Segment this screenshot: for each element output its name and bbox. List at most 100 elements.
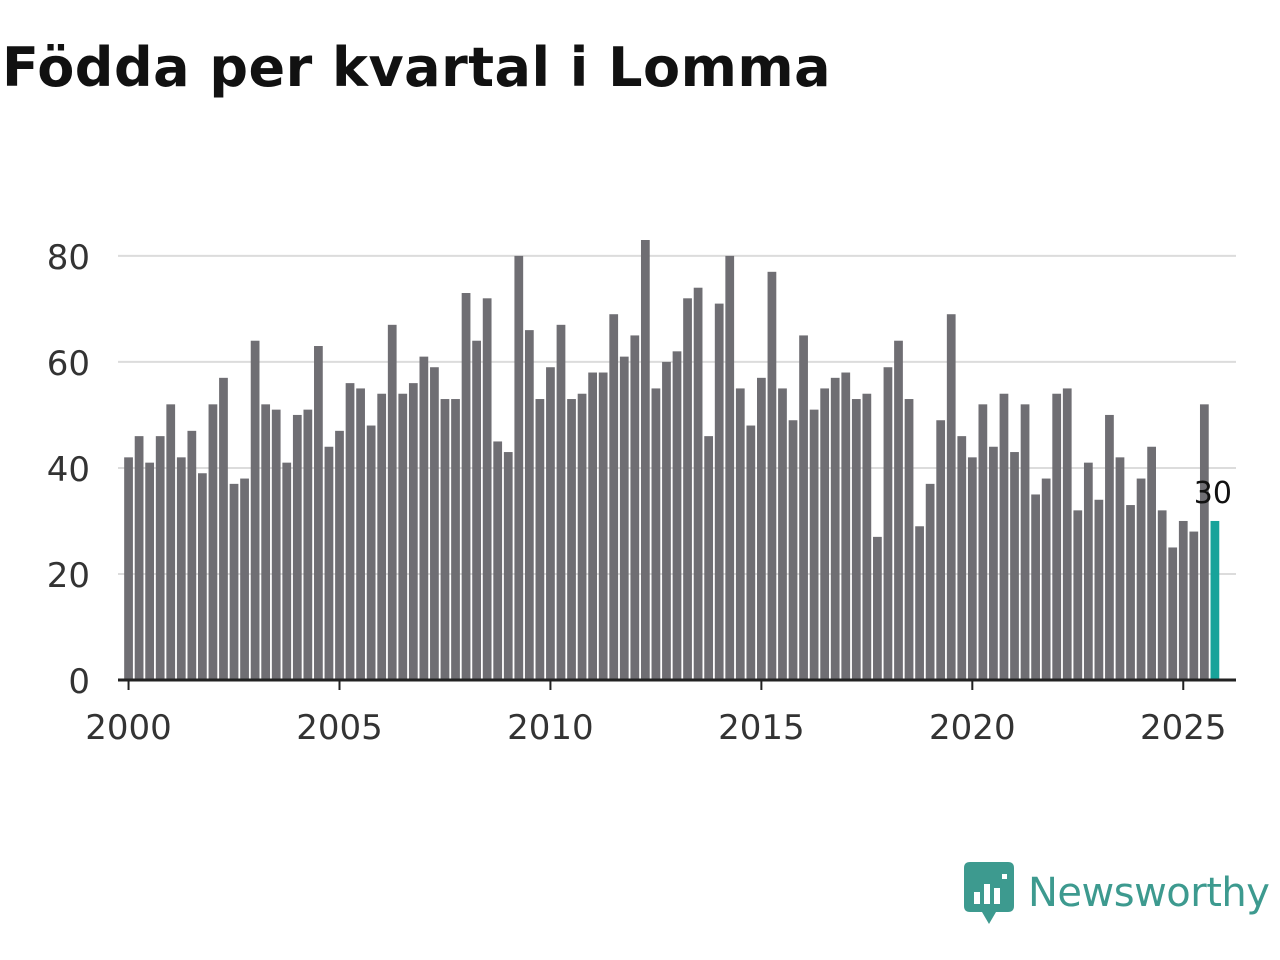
- bar-2014-q3: [735, 388, 745, 680]
- bar-2001-q1: [166, 404, 176, 680]
- bar-2018-q1: [883, 367, 893, 680]
- bar-2022-q4: [1083, 462, 1093, 680]
- bar-2011-q2: [598, 372, 608, 680]
- bar-2019-q1: [925, 483, 935, 680]
- newsworthy-logo[interactable]: Newsworthy: [964, 862, 1270, 924]
- x-tick-label-2010: 2010: [507, 708, 594, 748]
- bar-2019-q2: [936, 420, 946, 680]
- y-tick-label-20: 20: [47, 556, 90, 596]
- bar-2002-q3: [229, 483, 239, 680]
- bar-2014-q1: [714, 303, 724, 680]
- x-tick-label-2020: 2020: [929, 708, 1016, 748]
- bar-2008-q3: [482, 298, 492, 680]
- bar-2025-q1: [1178, 520, 1188, 680]
- y-tick-label-80: 80: [47, 238, 90, 278]
- bar-2007-q4: [451, 399, 460, 680]
- bar-2025-q2: [1189, 531, 1199, 680]
- x-tick-label-2015: 2015: [718, 708, 805, 748]
- bar-2019-q3: [946, 314, 956, 680]
- bar-2001-q4: [198, 473, 207, 680]
- bar-2018-q4: [915, 526, 924, 680]
- bar-2019-q4: [957, 436, 967, 680]
- bar-2006-q3: [398, 393, 408, 680]
- bar-2003-q3: [271, 409, 281, 680]
- bar-2001-q3: [187, 430, 197, 680]
- y-tick-label-40: 40: [47, 450, 90, 490]
- bar-2023-q4: [1126, 505, 1135, 680]
- bar-2003-q4: [282, 462, 292, 680]
- bar-2021-q3: [1031, 494, 1040, 680]
- bar-2006-q1: [377, 393, 387, 680]
- bar-2024-q1: [1136, 478, 1146, 680]
- bar-2015-q3: [778, 388, 787, 680]
- bar-2020-q1: [967, 457, 977, 680]
- bar-2016-q1: [799, 335, 808, 680]
- bar-2013-q4: [704, 436, 714, 680]
- newsworthy-logo-icon: [964, 862, 1014, 924]
- bar-2001-q2: [176, 457, 186, 680]
- chart-title: Födda per kvartal i Lomma: [2, 36, 832, 99]
- bar-2000-q4: [155, 436, 165, 680]
- bar-2011-q4: [619, 356, 629, 680]
- bar-2008-q1: [461, 293, 471, 680]
- bar-2018-q2: [894, 340, 903, 680]
- bars-group: [124, 240, 1220, 680]
- bar-2004-q2: [303, 409, 313, 680]
- bar-2006-q4: [408, 383, 418, 680]
- bar-2015-q2: [767, 271, 777, 680]
- bar-2021-q4: [1041, 478, 1051, 680]
- bar-2022-q1: [1052, 393, 1062, 680]
- bar-2016-q4: [830, 377, 840, 680]
- bar-2011-q3: [609, 314, 619, 680]
- bar-2010-q3: [567, 399, 576, 680]
- bar-2020-q2: [978, 404, 988, 680]
- bar-2012-q3: [651, 388, 661, 680]
- bar-2007-q2: [430, 367, 439, 680]
- bar-2009-q2: [514, 255, 524, 680]
- bar-2023-q2: [1105, 414, 1114, 680]
- bar-2009-q3: [524, 330, 534, 680]
- bar-2002-q1: [208, 404, 218, 680]
- bar-2015-q1: [757, 377, 766, 680]
- bar-2000-q2: [134, 436, 144, 680]
- bar-2007-q1: [419, 356, 429, 680]
- bar-2016-q3: [820, 388, 830, 680]
- bar-2022-q3: [1073, 510, 1083, 680]
- bar-2017-q2: [851, 399, 861, 680]
- tick-labels: 0 20 40 60 80 30 2000 2005 2010 2015 2020 2025: [47, 238, 1232, 748]
- bar-2025-q4: [1210, 520, 1220, 680]
- bar-2017-q3: [862, 393, 872, 680]
- bar-2003-q1: [250, 340, 260, 680]
- bar-2000-q3: [145, 462, 155, 680]
- bar-2004-q3: [314, 346, 323, 680]
- bar-2013-q2: [683, 298, 692, 680]
- bar-2024-q4: [1168, 547, 1178, 680]
- bar-2010-q2: [556, 324, 566, 680]
- y-tick-label-0: 0: [68, 662, 90, 702]
- bar-2002-q4: [240, 478, 249, 680]
- bar-2020-q4: [999, 393, 1009, 680]
- data-label-latest: 30: [1194, 476, 1232, 511]
- brand-name: Newsworthy: [1028, 870, 1270, 916]
- bar-2000-q1: [124, 457, 133, 680]
- bar-2010-q4: [577, 393, 587, 680]
- bar-2025-q3: [1199, 404, 1209, 680]
- x-tick-label-2005: 2005: [296, 708, 383, 748]
- bar-2008-q2: [472, 340, 481, 680]
- bar-2012-q2: [640, 240, 650, 680]
- bar-2013-q1: [672, 351, 682, 680]
- bar-2006-q2: [387, 324, 397, 680]
- bar-2009-q1: [503, 452, 513, 680]
- x-tick-label-2025: 2025: [1140, 708, 1227, 748]
- bar-2012-q4: [662, 361, 671, 680]
- bar-2023-q1: [1094, 499, 1104, 680]
- bar-2015-q4: [788, 420, 798, 680]
- bar-2005-q2: [345, 383, 355, 680]
- bar-2013-q3: [693, 287, 703, 680]
- bar-2021-q2: [1020, 404, 1030, 680]
- bar-2024-q2: [1147, 446, 1156, 680]
- x-tick-label-2000: 2000: [85, 708, 172, 748]
- bar-2017-q4: [873, 536, 882, 680]
- y-tick-label-60: 60: [47, 344, 90, 384]
